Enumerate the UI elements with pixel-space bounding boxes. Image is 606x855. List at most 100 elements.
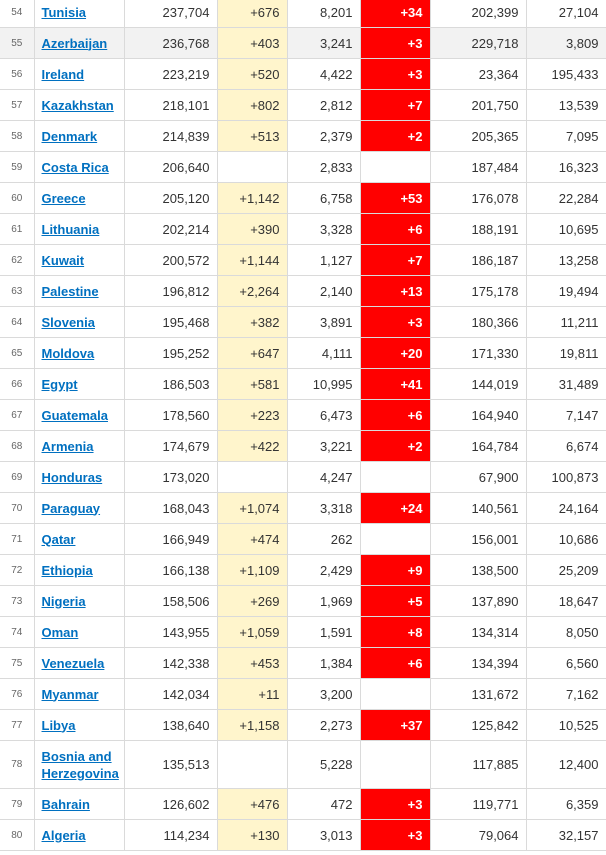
country-link[interactable]: Palestine — [41, 283, 99, 299]
total-deaths-cell: 4,422 — [286, 58, 361, 90]
rank-cell: 63 — [0, 275, 35, 307]
active-cases-cell: 195,433 — [525, 58, 606, 90]
active-cases-cell: 10,686 — [525, 523, 606, 555]
new-deaths-cell — [359, 740, 431, 789]
country-link[interactable]: Slovenia — [41, 314, 95, 330]
country-link[interactable]: Denmark — [41, 128, 98, 144]
new-cases-cell: +476 — [216, 788, 288, 820]
country-link[interactable]: Guatemala — [41, 407, 108, 423]
total-recovered-cell: 23,364 — [429, 58, 527, 90]
country-link[interactable]: Bahrain — [41, 796, 90, 812]
country-cell: Ireland — [33, 58, 125, 90]
new-deaths-cell: +24 — [359, 492, 431, 524]
country-link[interactable]: Oman — [41, 624, 79, 640]
country-link[interactable]: Paraguay — [41, 500, 101, 516]
active-cases-cell: 19,811 — [525, 337, 606, 369]
active-cases-cell: 18,647 — [525, 585, 606, 617]
total-deaths-cell: 2,273 — [286, 709, 361, 741]
active-cases-cell: 7,147 — [525, 399, 606, 431]
country-link[interactable]: Armenia — [41, 438, 94, 454]
country-cell: Guatemala — [33, 399, 125, 431]
new-deaths-cell: +6 — [359, 399, 431, 431]
rank-cell: 65 — [0, 337, 35, 369]
country-link[interactable]: Kazakhstan — [41, 97, 114, 113]
country-link[interactable]: Costa Rica — [41, 159, 109, 175]
country-link[interactable]: Egypt — [41, 376, 78, 392]
country-link[interactable]: Greece — [41, 190, 86, 206]
new-deaths-cell: +3 — [359, 788, 431, 820]
total-deaths-cell: 2,429 — [286, 554, 361, 586]
active-cases-cell: 22,284 — [525, 182, 606, 214]
total-recovered-cell: 119,771 — [429, 788, 527, 820]
total-recovered-cell: 144,019 — [429, 368, 527, 400]
total-deaths-cell: 4,247 — [286, 461, 361, 493]
active-cases-cell: 25,209 — [525, 554, 606, 586]
country-link[interactable]: Tunisia — [41, 4, 87, 20]
new-deaths-cell: +7 — [359, 244, 431, 276]
total-recovered-cell: 164,940 — [429, 399, 527, 431]
country-link[interactable]: Moldova — [41, 345, 95, 361]
total-cases-cell: 202,214 — [123, 213, 218, 245]
country-link[interactable]: Algeria — [41, 827, 86, 843]
new-cases-cell: +647 — [216, 337, 288, 369]
total-cases-cell: 186,503 — [123, 368, 218, 400]
total-cases-cell: 195,252 — [123, 337, 218, 369]
new-deaths-cell: +6 — [359, 213, 431, 245]
total-recovered-cell: 187,484 — [429, 151, 527, 183]
rank-cell: 66 — [0, 368, 35, 400]
active-cases-cell: 12,400 — [525, 740, 606, 789]
country-link[interactable]: Azerbaijan — [41, 35, 108, 51]
total-recovered-cell: 125,842 — [429, 709, 527, 741]
new-cases-cell: +520 — [216, 58, 288, 90]
country-cell: Bahrain — [33, 788, 125, 820]
country-link[interactable]: Libya — [41, 717, 76, 733]
country-cell: Costa Rica — [33, 151, 125, 183]
new-deaths-cell: +3 — [359, 306, 431, 338]
country-link[interactable]: Kuwait — [41, 252, 85, 268]
country-link[interactable]: Nigeria — [41, 593, 86, 609]
table-row: 62 Kuwait 200,572 +1,144 1,127 +7 186,187 13,25… — [0, 244, 606, 276]
active-cases-cell: 19,494 — [525, 275, 606, 307]
total-deaths-cell: 1,384 — [286, 647, 361, 679]
country-link[interactable]: Ireland — [41, 66, 85, 82]
table-row: 65 Moldova 195,252 +647 4,111 +20 171,330 19,81… — [0, 337, 606, 369]
country-link[interactable]: Myanmar — [41, 686, 99, 702]
total-recovered-cell: 140,561 — [429, 492, 527, 524]
country-link[interactable]: Honduras — [41, 469, 103, 485]
rank-cell: 72 — [0, 554, 35, 586]
country-cell: Paraguay — [33, 492, 125, 524]
rank-cell: 79 — [0, 788, 35, 820]
total-deaths-cell: 8,201 — [286, 0, 361, 28]
country-cell: Egypt — [33, 368, 125, 400]
country-link[interactable]: Qatar — [41, 531, 76, 547]
new-deaths-cell: +9 — [359, 554, 431, 586]
country-link[interactable]: Bosnia and Herzegovina — [41, 748, 119, 781]
total-cases-cell: 206,640 — [123, 151, 218, 183]
total-recovered-cell: 134,314 — [429, 616, 527, 648]
active-cases-cell: 24,164 — [525, 492, 606, 524]
total-cases-cell: 126,602 — [123, 788, 218, 820]
table-row: 69 Honduras 173,020 4,247 67,900 100,873 — [0, 461, 606, 493]
new-cases-cell: +223 — [216, 399, 288, 431]
country-link[interactable]: Venezuela — [41, 655, 105, 671]
country-cell: Palestine — [33, 275, 125, 307]
country-link[interactable]: Lithuania — [41, 221, 100, 237]
total-recovered-cell: 164,784 — [429, 430, 527, 462]
total-cases-cell: 173,020 — [123, 461, 218, 493]
total-deaths-cell: 2,833 — [286, 151, 361, 183]
rank-cell: 61 — [0, 213, 35, 245]
table-row: 77 Libya 138,640 +1,158 2,273 +37 125,842 10,52… — [0, 709, 606, 741]
country-link[interactable]: Ethiopia — [41, 562, 93, 578]
table-row: 79 Bahrain 126,602 +476 472 +3 119,771 6,359 — [0, 788, 606, 820]
country-cell: Libya — [33, 709, 125, 741]
table-row: 54 Tunisia 237,704 +676 8,201 +34 202,399 27,10… — [0, 0, 606, 28]
new-cases-cell: +1,074 — [216, 492, 288, 524]
rank-cell: 80 — [0, 819, 35, 851]
total-recovered-cell: 131,672 — [429, 678, 527, 710]
new-deaths-cell: +2 — [359, 120, 431, 152]
total-cases-cell: 166,949 — [123, 523, 218, 555]
total-deaths-cell: 3,200 — [286, 678, 361, 710]
total-deaths-cell: 1,127 — [286, 244, 361, 276]
total-deaths-cell: 3,013 — [286, 819, 361, 851]
active-cases-cell: 6,560 — [525, 647, 606, 679]
